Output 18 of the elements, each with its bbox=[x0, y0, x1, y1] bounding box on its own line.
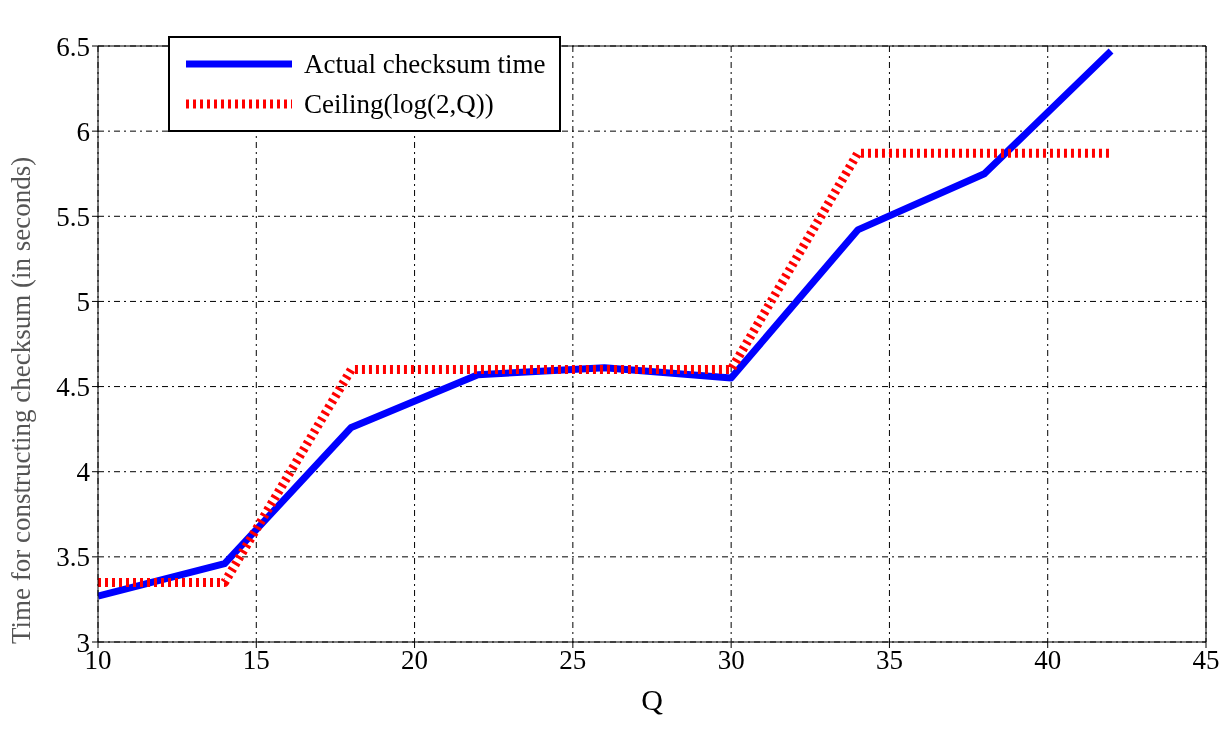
y-tick-label: 6 bbox=[76, 116, 90, 147]
x-tick-label: 40 bbox=[1034, 645, 1062, 676]
x-tick-label: 35 bbox=[875, 645, 903, 676]
y-tick-label: 5.5 bbox=[56, 201, 90, 232]
x-tick-label: 20 bbox=[401, 645, 429, 676]
x-tick-label: 30 bbox=[717, 645, 745, 676]
legend-label: Ceiling(log(2,Q)) bbox=[304, 88, 494, 121]
y-tick-label: 3.5 bbox=[56, 542, 90, 573]
y-tick-label: 6.5 bbox=[56, 31, 90, 62]
y-tick-label: 4 bbox=[76, 457, 91, 488]
x-tick-label: 25 bbox=[559, 645, 587, 676]
x-tick-label: 15 bbox=[242, 645, 270, 676]
y-tick-label: 5 bbox=[76, 287, 90, 318]
x-axis-title: Q bbox=[641, 683, 664, 716]
legend-label: Actual checksum time bbox=[304, 48, 546, 81]
y-axis-title: Time for constructing checksum (in seconds) bbox=[5, 156, 36, 644]
y-tick-label: 4.5 bbox=[56, 372, 90, 403]
x-tick-label: 45 bbox=[1192, 645, 1220, 676]
